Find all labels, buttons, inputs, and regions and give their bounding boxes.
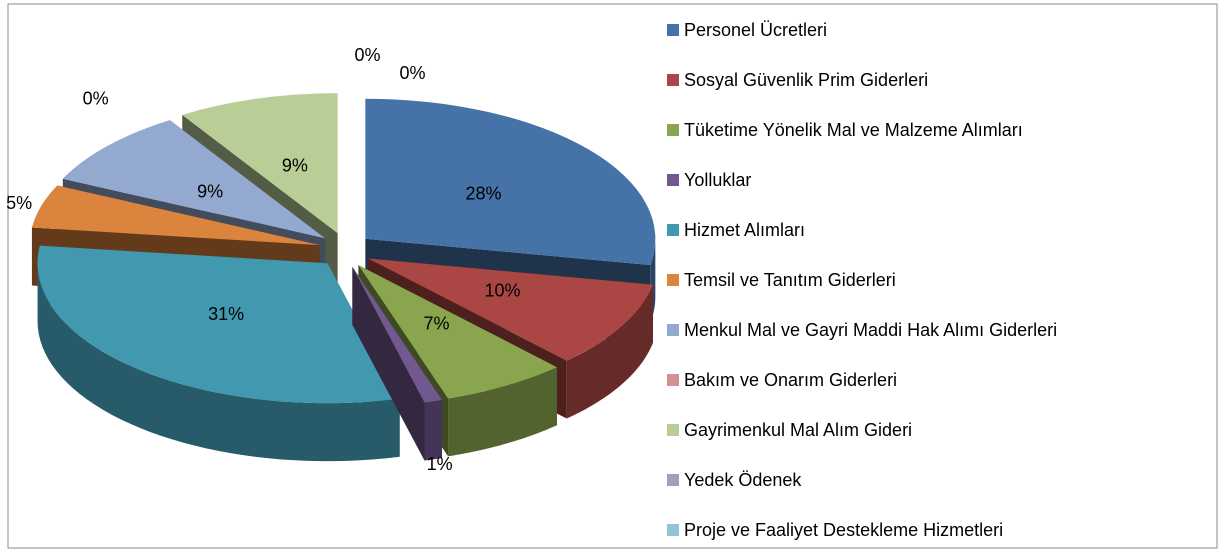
data-label: 0% (354, 45, 380, 65)
legend-swatch (667, 374, 679, 386)
legend-label: Proje ve Faaliyet Destekleme Hizmetleri (684, 520, 1003, 540)
slice (368, 258, 653, 361)
slice (182, 93, 338, 234)
slice-wall (37, 263, 400, 462)
legend-swatch (667, 174, 679, 186)
legend-swatch (667, 324, 679, 336)
legend-swatch (667, 74, 679, 86)
legend-label: Menkul Mal ve Gayri Maddi Hak Alımı Gide… (684, 320, 1057, 340)
slice (352, 266, 442, 403)
legend-label: Yolluklar (684, 170, 751, 190)
data-label: 28% (466, 183, 502, 203)
data-label: 5% (6, 193, 32, 213)
slice-wall (448, 367, 557, 457)
slice-wall (424, 400, 442, 461)
slice-side (352, 266, 425, 461)
legend-swatch (667, 224, 679, 236)
legend-swatch (667, 474, 679, 486)
legend-label: Temsil ve Tanıtım Giderleri (684, 270, 896, 290)
data-label: 1% (427, 454, 453, 474)
data-label: 31% (208, 304, 244, 324)
legend-swatch (667, 424, 679, 436)
legend-label: Yedek Ödenek (684, 470, 802, 490)
legend-label: Personel Ücretleri (684, 20, 827, 40)
slice (358, 265, 557, 399)
slice-wall (566, 284, 653, 419)
legend-swatch (667, 124, 679, 136)
data-label: 9% (282, 155, 308, 175)
legend-swatch (667, 24, 679, 36)
legend-label: Sosyal Güvenlik Prim Giderleri (684, 70, 928, 90)
data-label: 0% (83, 88, 109, 108)
slice (62, 120, 326, 239)
slice (37, 245, 400, 404)
data-label: 10% (485, 281, 521, 301)
slice (31, 185, 320, 246)
legend-swatch (667, 274, 679, 286)
data-label: 7% (424, 313, 450, 333)
data-label: 0% (399, 63, 425, 83)
legend-label: Tüketime Yönelik Mal ve Malzeme Alımları (684, 120, 1023, 140)
legend-label: Hizmet Alımları (684, 220, 805, 240)
data-label: 9% (197, 181, 223, 201)
legend-swatch (667, 524, 679, 536)
legend-label: Bakım ve Onarım Giderleri (684, 370, 897, 390)
slice (365, 98, 656, 266)
legend-label: Gayrimenkul Mal Alım Gideri (684, 420, 912, 440)
